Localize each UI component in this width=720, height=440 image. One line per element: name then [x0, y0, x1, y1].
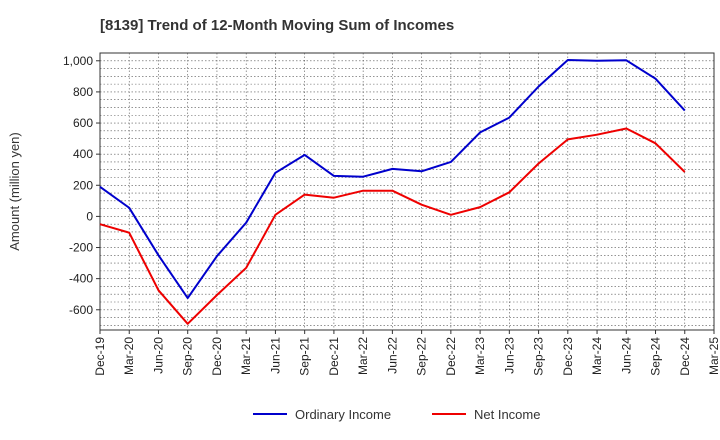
legend-label-ordinary-income: Ordinary Income [295, 407, 391, 422]
grid-lines [100, 53, 714, 330]
x-tick-label: Dec-23 [561, 337, 575, 376]
x-tick-label: Jun-20 [151, 337, 165, 374]
series-lines [99, 59, 686, 325]
x-tick-label: Mar-24 [590, 337, 604, 375]
x-tick-label: Dec-19 [93, 337, 107, 376]
x-tick-label: Dec-24 [678, 337, 692, 376]
y-tick-label: 800 [73, 85, 93, 99]
x-tick-label: Mar-22 [356, 337, 370, 375]
y-tick-label: -600 [69, 303, 93, 317]
y-tick-label: -400 [69, 272, 93, 286]
x-tick-label: Sep-21 [298, 337, 312, 376]
x-tick-label: Dec-22 [444, 337, 458, 376]
chart-title: [8139] Trend of 12-Month Moving Sum of I… [100, 17, 454, 34]
y-tick-label: 0 [86, 209, 93, 223]
y-tick-label: 1,000 [63, 54, 93, 68]
legend: Ordinary Income Net Income [253, 407, 540, 422]
x-tick-label: Mar-25 [707, 337, 720, 375]
y-tick-label: 600 [73, 116, 93, 130]
y-axis-ticks: -600 -400 -200 0 200 400 600 800 1,000 [63, 54, 100, 317]
x-axis-ticks: Dec-19 Mar-20 Jun-20 Sep-20 Dec-20 Mar-21 Jun-… [93, 330, 720, 376]
x-tick-label: Jun-23 [502, 337, 516, 374]
x-tick-label: Sep-22 [415, 337, 429, 376]
y-tick-label: -200 [69, 241, 93, 255]
x-tick-label: Mar-21 [239, 337, 253, 375]
series-line-ordinary-income [99, 59, 686, 300]
plot-area-frame [99, 52, 715, 331]
x-tick-label: Dec-21 [327, 337, 341, 376]
x-tick-label: Mar-23 [473, 337, 487, 375]
legend-label-net-income: Net Income [474, 407, 540, 422]
series-line-net-income [99, 127, 686, 325]
x-tick-label: Sep-23 [532, 337, 546, 376]
x-tick-label: Dec-20 [210, 337, 224, 376]
x-tick-label: Jun-24 [619, 337, 633, 374]
y-axis-label: Amount (million yen) [7, 132, 22, 251]
x-tick-label: Mar-20 [122, 337, 136, 375]
x-tick-label: Sep-20 [181, 337, 195, 376]
x-tick-label: Jun-22 [385, 337, 399, 374]
y-tick-label: 200 [73, 178, 93, 192]
x-tick-label: Sep-24 [649, 337, 663, 376]
y-tick-label: 400 [73, 147, 93, 161]
x-tick-label: Jun-21 [268, 337, 282, 374]
